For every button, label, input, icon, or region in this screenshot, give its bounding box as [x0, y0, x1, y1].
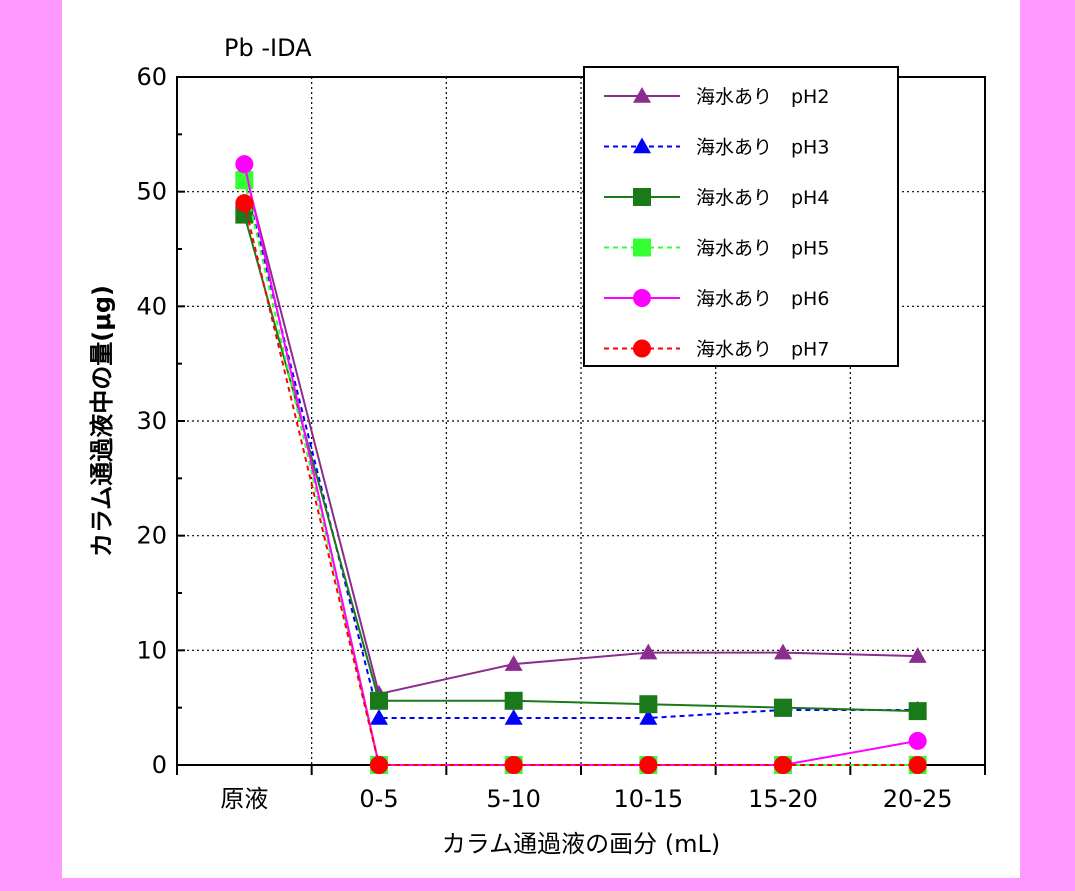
legend-label: 海水あり pH5 — [696, 238, 829, 260]
legend-item: 海水あり pH4 — [604, 187, 829, 209]
legend-label: 海水あり pH2 — [696, 86, 829, 108]
data-point — [908, 647, 927, 663]
data-point — [774, 643, 792, 660]
series-line — [243, 163, 918, 766]
axes: 0 10 20 30 40 50 60 原液 0-5 5-10 10-15 15-20 20-25 — [136, 63, 986, 813]
x-tick-label: 0-5 — [359, 785, 398, 813]
legend-label: 海水あり pH3 — [696, 137, 829, 159]
y-tick-label: 30 — [136, 407, 167, 435]
data-point — [633, 238, 651, 257]
y-axis-title: カラム通過液中の量(μg) — [88, 285, 116, 557]
data-point — [235, 155, 254, 174]
data-point — [639, 643, 658, 660]
data-point — [504, 756, 523, 774]
data-point — [774, 756, 792, 774]
legend-item: 海水あり pH2 — [604, 86, 829, 108]
data-point — [908, 702, 927, 721]
data-point — [639, 695, 658, 714]
data-point — [504, 708, 523, 725]
data-point — [504, 655, 523, 671]
y-tick-label: 50 — [136, 178, 167, 206]
x-tick-label: 20-25 — [883, 785, 953, 813]
data-point — [370, 756, 388, 774]
y-tick-label: 60 — [136, 63, 167, 91]
data-point — [370, 691, 388, 710]
legend-box — [583, 66, 899, 367]
data-point — [504, 691, 523, 710]
data-point — [639, 756, 658, 774]
y-tick-label: 40 — [136, 292, 167, 320]
series-layer — [235, 155, 927, 774]
data-point — [908, 731, 927, 750]
y-tick-label: 10 — [136, 636, 167, 664]
data-point — [633, 87, 651, 103]
legend-label: 海水あり pH4 — [696, 187, 829, 209]
x-axis-title: カラム通過液の画分 (mL) — [442, 830, 720, 858]
data-point — [370, 708, 388, 725]
x-tick-label: 10-15 — [613, 785, 683, 813]
legend-item: 海水あり pH6 — [604, 288, 829, 310]
x-tick-label: 5-10 — [486, 785, 540, 813]
series-6 — [235, 194, 927, 774]
x-tick-label: 原液 — [220, 785, 268, 813]
series-line — [243, 214, 918, 713]
chart-panel: Pb -IDA 0 10 20 30 40 50 60 原液 0-5 5-10 10-15 15-20… — [62, 0, 1020, 878]
y-tick-label: 0 — [152, 751, 167, 779]
legend-label: 海水あり pH7 — [696, 339, 829, 361]
data-point — [633, 289, 651, 307]
line-chart: Pb -IDA 0 10 20 30 40 50 60 原液 0-5 5-10 10-15 15-20… — [88, 34, 986, 858]
data-point — [908, 756, 927, 774]
data-point — [633, 188, 651, 206]
y-tick-label: 20 — [136, 522, 167, 550]
data-point — [235, 194, 254, 213]
legend-label: 海水あり pH6 — [696, 288, 829, 310]
legend: 海水あり pH2 海水あり pH3 海水あり pH4 海水あり pH5 海水あり pH6… — [583, 66, 899, 367]
data-point — [639, 708, 658, 725]
series-line — [243, 202, 918, 766]
data-point — [235, 171, 254, 190]
data-point — [633, 339, 651, 358]
series-line — [243, 179, 918, 719]
data-point — [633, 137, 651, 154]
x-tick-label: 15-20 — [748, 785, 818, 813]
chart-title: Pb -IDA — [224, 34, 312, 62]
legend-item: 海水あり pH7 — [604, 339, 829, 361]
data-point — [774, 698, 792, 717]
legend-item: 海水あり pH5 — [604, 238, 829, 260]
series-line — [243, 168, 918, 696]
legend-item: 海水あり pH3 — [604, 137, 829, 159]
